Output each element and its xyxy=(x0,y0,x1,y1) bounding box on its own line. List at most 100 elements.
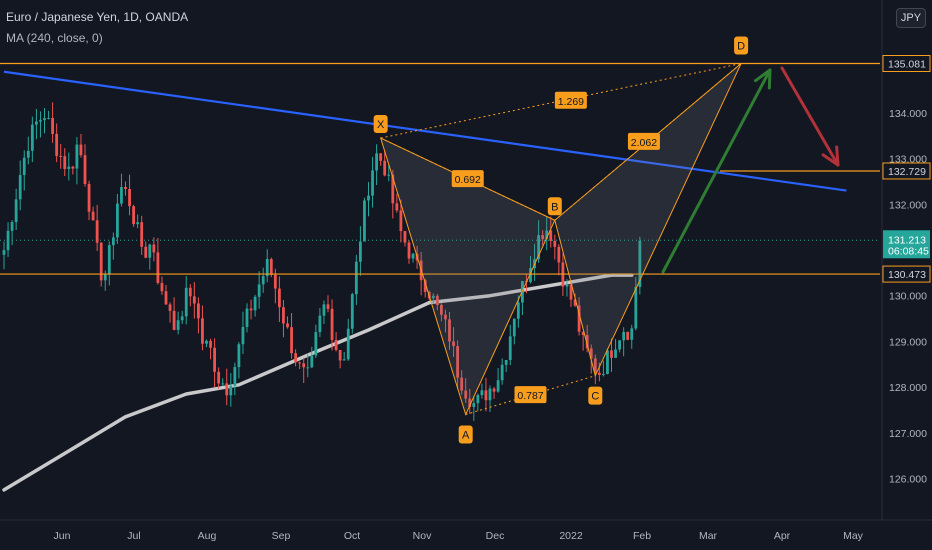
candle-body xyxy=(553,241,556,247)
x-tick-label: Sep xyxy=(272,530,291,542)
candle-body xyxy=(278,289,281,308)
candle-body xyxy=(144,247,147,258)
candle-body xyxy=(35,122,38,125)
candle-body xyxy=(258,284,261,296)
candle-body xyxy=(140,222,143,247)
candle-body xyxy=(108,245,111,273)
candle-body xyxy=(27,151,30,158)
candle-body xyxy=(327,304,330,308)
candle-body xyxy=(132,206,135,224)
candle-body xyxy=(606,350,609,374)
candle-body xyxy=(501,365,504,380)
pattern-point-label: X xyxy=(377,119,385,131)
ma-polyline xyxy=(4,275,632,490)
x-tick-label: Nov xyxy=(413,530,432,542)
price-level-label: 130.473 xyxy=(888,269,926,281)
candle-body xyxy=(509,336,512,360)
candle-body xyxy=(626,332,629,340)
candle-body xyxy=(161,283,164,291)
candle-body xyxy=(63,156,66,169)
candle-body xyxy=(80,145,83,156)
candle-body xyxy=(165,291,168,304)
candle-body xyxy=(76,145,79,169)
candle-body xyxy=(189,288,192,297)
candles xyxy=(3,102,642,420)
candle-body xyxy=(157,252,160,283)
candle-body xyxy=(96,220,99,242)
candle-body xyxy=(7,231,10,250)
candle-body xyxy=(197,303,200,318)
candle-body xyxy=(84,155,87,184)
candle-body xyxy=(19,175,22,199)
projection-arrow-down xyxy=(782,68,838,165)
candle-body xyxy=(193,296,196,303)
candle-body xyxy=(566,284,569,286)
candle-body xyxy=(92,212,95,221)
x-tick-label: Jul xyxy=(127,530,140,542)
candle-body xyxy=(51,118,54,134)
candle-body xyxy=(120,187,123,204)
candle-body xyxy=(124,187,127,189)
candle-body xyxy=(67,167,70,169)
candle-body xyxy=(404,231,407,242)
candle-body xyxy=(181,316,184,320)
x-tick-label: Aug xyxy=(198,530,217,542)
candle-body xyxy=(185,288,188,317)
candle-body xyxy=(634,287,637,329)
y-tick-label: 132.000 xyxy=(889,199,927,211)
candle-body xyxy=(128,189,131,206)
candle-body xyxy=(152,245,155,253)
ratio-label: 0.787 xyxy=(517,390,543,402)
candle-body xyxy=(618,340,621,349)
x-tick-label: Feb xyxy=(633,530,651,542)
candle-body xyxy=(225,383,228,395)
y-tick-label: 127.000 xyxy=(889,428,927,440)
candle-body xyxy=(136,222,139,224)
x-tick-label: Mar xyxy=(699,530,718,542)
candle-body xyxy=(343,359,346,360)
candle-body xyxy=(383,161,386,176)
candle-body xyxy=(355,262,358,294)
candle-body xyxy=(173,311,176,330)
candle-body xyxy=(598,373,601,375)
price-level-label: 132.729 xyxy=(888,166,926,178)
candle-body xyxy=(557,247,560,263)
candle-body xyxy=(254,297,257,311)
candle-body xyxy=(11,222,14,231)
indicator-legend[interactable]: MA (240, close, 0) xyxy=(6,31,103,45)
candle-body xyxy=(395,203,398,210)
pattern-point-label: D xyxy=(737,41,745,53)
candle-body xyxy=(351,294,354,329)
x-tick-label: 2022 xyxy=(559,530,583,542)
symbol-title[interactable]: Euro / Japanese Yen, 1D, OANDA xyxy=(6,10,188,24)
x-tick-label: Jun xyxy=(54,530,71,542)
candle-body xyxy=(270,259,273,275)
candle-body xyxy=(614,349,617,357)
candle-body xyxy=(59,156,62,157)
candle-body xyxy=(262,276,265,284)
currency-button[interactable]: JPY xyxy=(896,8,926,28)
candle-body xyxy=(517,302,520,318)
candle-body xyxy=(375,153,378,170)
candle-body xyxy=(363,200,366,241)
candle-body xyxy=(485,390,488,400)
ratio-label: 1.269 xyxy=(558,96,584,108)
candle-body xyxy=(209,341,212,348)
candle-body xyxy=(379,153,382,160)
pattern-point-label: A xyxy=(462,430,470,442)
price-level-label: 135.081 xyxy=(888,58,926,70)
candle-body xyxy=(359,241,362,261)
pattern-point-label: C xyxy=(591,391,599,403)
candle-body xyxy=(116,204,119,238)
candle-body xyxy=(331,309,334,340)
moving-average-line xyxy=(4,275,632,490)
candle-body xyxy=(217,372,220,384)
candle-body xyxy=(100,243,103,281)
candle-body xyxy=(112,237,115,245)
candle-body xyxy=(610,350,613,357)
candle-body xyxy=(602,374,605,375)
candle-body xyxy=(387,175,390,176)
candle-body xyxy=(323,304,326,315)
candle-body xyxy=(47,118,50,119)
